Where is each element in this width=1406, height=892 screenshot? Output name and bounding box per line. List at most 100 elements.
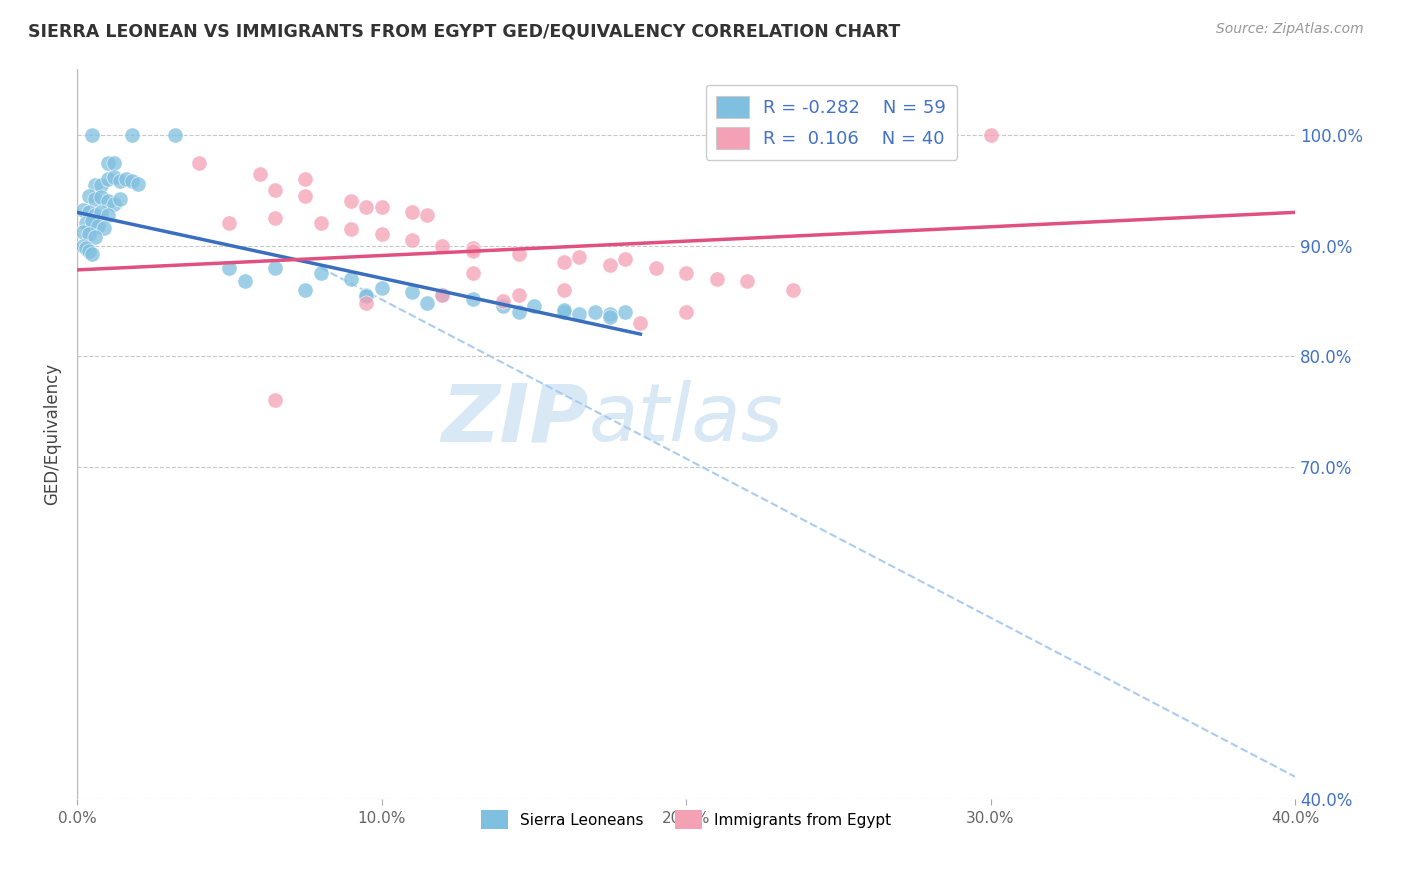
Point (401, 205, 423, 219)
Point (356, 200, 378, 214)
Point (461, 266, 484, 280)
Point (568, 307, 591, 321)
Point (416, 208, 439, 222)
Point (980, 128, 1002, 142)
Point (628, 316, 651, 330)
Point (103, 155, 125, 169)
Point (508, 247, 530, 261)
Point (218, 260, 240, 275)
Point (599, 307, 621, 321)
Point (103, 169, 125, 184)
Point (75, 241, 97, 255)
Point (508, 305, 530, 319)
Point (370, 200, 392, 214)
Point (93, 220, 115, 235)
Point (264, 260, 287, 275)
Point (583, 305, 606, 319)
Point (675, 266, 697, 280)
Point (782, 283, 804, 297)
Point (127, 177, 149, 191)
Point (553, 305, 575, 319)
Point (706, 272, 728, 286)
Point (264, 393, 287, 408)
Point (218, 216, 240, 230)
Point (644, 260, 666, 275)
Point (599, 310, 621, 325)
Text: ZIP: ZIP (441, 380, 589, 458)
Point (96, 194, 118, 209)
Point (370, 280, 392, 294)
Point (108, 174, 131, 188)
Point (432, 288, 454, 302)
Point (370, 227, 392, 242)
Legend: Sierra Leoneans, Immigrants from Egypt: Sierra Leoneans, Immigrants from Egypt (475, 805, 897, 835)
Point (121, 174, 143, 188)
Point (294, 172, 316, 186)
Point (309, 266, 332, 280)
Point (121, 128, 143, 142)
Point (72, 238, 94, 252)
Point (84, 192, 107, 206)
Point (340, 272, 363, 286)
Point (90, 190, 112, 204)
Point (340, 222, 363, 236)
Point (356, 288, 378, 302)
Point (492, 293, 515, 308)
Point (233, 274, 256, 288)
Point (309, 216, 332, 230)
Point (294, 283, 316, 297)
Point (340, 194, 363, 209)
Point (675, 305, 697, 319)
Point (77, 244, 100, 258)
Point (75, 216, 97, 230)
Point (82, 247, 104, 261)
Point (264, 183, 287, 197)
Point (461, 241, 484, 255)
Point (82, 128, 104, 142)
Point (96, 172, 118, 186)
Point (84, 229, 107, 244)
Point (432, 288, 454, 302)
Point (163, 128, 186, 142)
Point (553, 255, 575, 269)
Point (492, 300, 515, 314)
Point (568, 250, 591, 264)
Point (103, 196, 125, 211)
Point (108, 192, 131, 206)
Point (614, 305, 637, 319)
Point (72, 203, 94, 218)
Point (294, 188, 316, 202)
Point (90, 178, 112, 192)
Point (461, 244, 484, 258)
Point (77, 188, 100, 202)
Y-axis label: GED/Equivalency: GED/Equivalency (44, 363, 60, 505)
Point (599, 259, 621, 273)
Text: Source: ZipAtlas.com: Source: ZipAtlas.com (1216, 22, 1364, 37)
Text: atlas: atlas (589, 380, 783, 458)
Point (401, 285, 423, 299)
Point (416, 296, 439, 310)
Point (187, 155, 209, 169)
Point (249, 167, 271, 181)
Point (356, 289, 378, 303)
Point (84, 208, 107, 222)
Point (72, 225, 94, 239)
Point (264, 211, 287, 225)
Point (96, 208, 118, 222)
Point (87, 219, 110, 233)
Point (77, 227, 100, 242)
Point (96, 155, 118, 169)
Text: SIERRA LEONEAN VS IMMIGRANTS FROM EGYPT GED/EQUIVALENCY CORRELATION CHART: SIERRA LEONEAN VS IMMIGRANTS FROM EGYPT … (28, 22, 900, 40)
Point (356, 296, 378, 310)
Point (523, 300, 546, 314)
Point (614, 252, 637, 266)
Point (77, 205, 100, 219)
Point (84, 178, 107, 192)
Point (553, 302, 575, 317)
Point (114, 172, 136, 186)
Point (401, 233, 423, 247)
Point (735, 274, 758, 288)
Point (508, 288, 530, 302)
Point (553, 283, 575, 297)
Point (82, 214, 104, 228)
